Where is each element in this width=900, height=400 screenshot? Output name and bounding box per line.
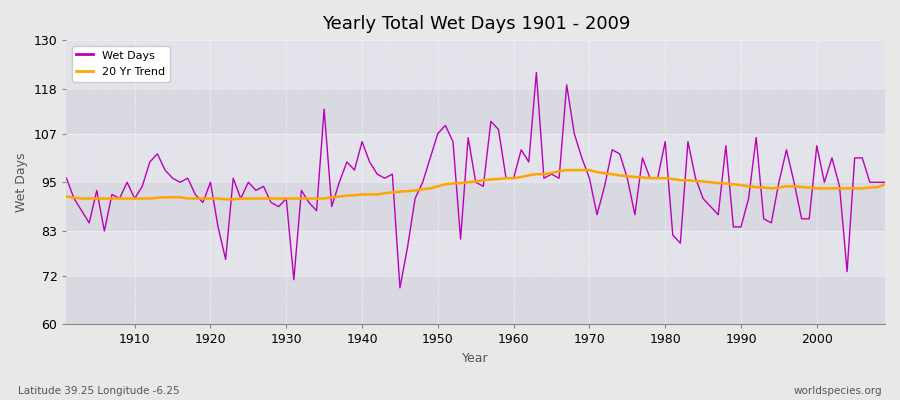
- Line: 20 Yr Trend: 20 Yr Trend: [67, 170, 885, 199]
- Wet Days: [615, 152, 626, 156]
- Legend: Wet Days, 20 Yr Trend: Wet Days, 20 Yr Trend: [72, 46, 169, 82]
- 20 Yr Trend: [296, 196, 307, 201]
- Title: Yearly Total Wet Days 1901 - 2009: Yearly Total Wet Days 1901 - 2009: [321, 15, 630, 33]
- 20 Yr Trend: [508, 176, 519, 181]
- 20 Yr Trend: [61, 194, 72, 199]
- Bar: [67, 276, 885, 324]
- X-axis label: Year: Year: [463, 352, 489, 365]
- Wet Days: [508, 176, 519, 181]
- Wet Days: [334, 180, 345, 185]
- Text: worldspecies.org: worldspecies.org: [794, 386, 882, 396]
- Bar: [67, 134, 885, 182]
- Bar: [67, 182, 885, 231]
- 20 Yr Trend: [122, 196, 132, 201]
- Line: Wet Days: Wet Days: [67, 73, 885, 288]
- Wet Days: [61, 176, 72, 181]
- Wet Days: [394, 286, 405, 290]
- 20 Yr Trend: [220, 197, 231, 202]
- Bar: [67, 89, 885, 134]
- Wet Days: [516, 147, 526, 152]
- Bar: [67, 40, 885, 89]
- Wet Days: [288, 277, 299, 282]
- Text: Latitude 39.25 Longitude -6.25: Latitude 39.25 Longitude -6.25: [18, 386, 180, 396]
- Wet Days: [122, 180, 132, 185]
- 20 Yr Trend: [341, 193, 352, 198]
- 20 Yr Trend: [562, 168, 572, 172]
- Bar: [67, 231, 885, 276]
- 20 Yr Trend: [615, 173, 626, 178]
- 20 Yr Trend: [879, 182, 890, 187]
- Wet Days: [879, 180, 890, 185]
- Wet Days: [531, 70, 542, 75]
- 20 Yr Trend: [516, 174, 526, 179]
- Y-axis label: Wet Days: Wet Days: [15, 152, 28, 212]
